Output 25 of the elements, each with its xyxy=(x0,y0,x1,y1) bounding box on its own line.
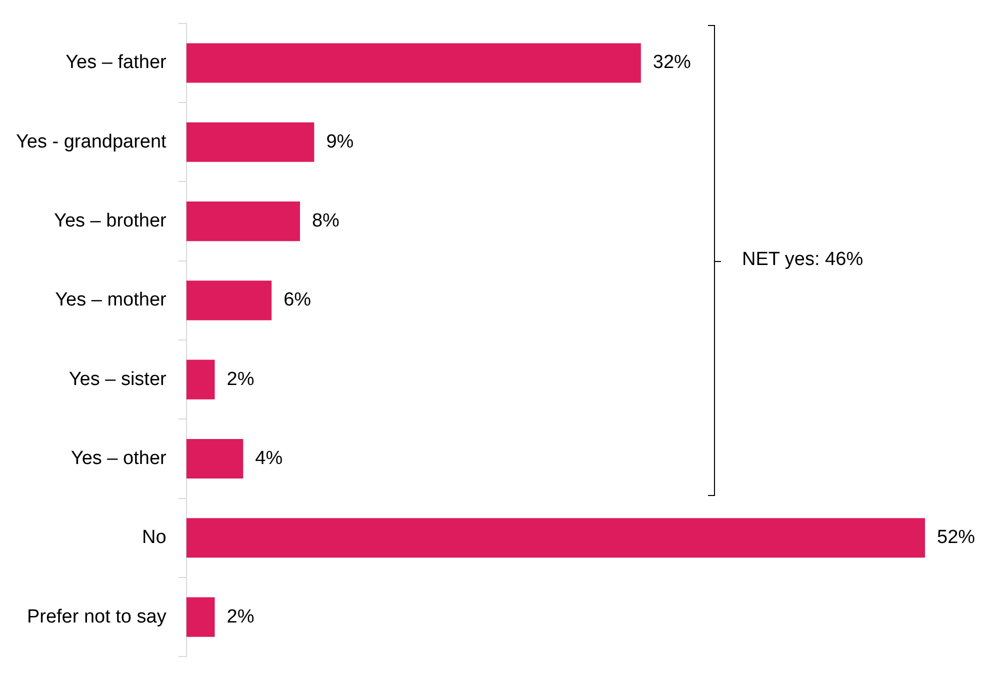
y-tick-label: Prefer not to say xyxy=(26,606,167,628)
data-label: 52% xyxy=(937,527,976,548)
y-tick-label: Yes – mother xyxy=(55,290,168,311)
annotation: NET yes: 46% xyxy=(742,249,864,272)
y-tick-label: Yes - grandparent xyxy=(16,131,168,152)
data-label: 9% xyxy=(326,131,354,152)
bar xyxy=(186,280,272,320)
data-label: 6% xyxy=(284,290,312,311)
y-tick-label: No xyxy=(142,527,166,548)
data-label: 2% xyxy=(226,606,254,628)
bar xyxy=(186,122,314,162)
y-tick-label: Yes – father xyxy=(66,52,168,74)
y-tick-label: Yes – brother xyxy=(54,210,168,232)
data-label: 4% xyxy=(255,448,283,469)
bar xyxy=(186,201,300,242)
bar xyxy=(186,360,215,400)
data-label: 32% xyxy=(652,52,692,74)
bar xyxy=(186,43,641,83)
data-label: 8% xyxy=(312,210,340,232)
bar xyxy=(186,438,244,479)
y-tick-label: Yes – sister xyxy=(68,368,168,390)
bar xyxy=(186,597,215,637)
bar xyxy=(186,518,925,558)
y-tick-label: Yes – other xyxy=(70,448,168,469)
data-label: 2% xyxy=(226,368,254,390)
